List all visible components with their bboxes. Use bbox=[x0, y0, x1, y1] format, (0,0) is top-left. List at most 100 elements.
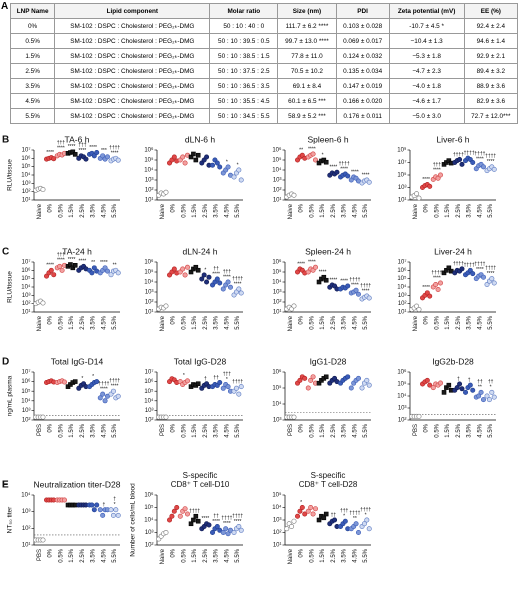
data-point bbox=[427, 293, 433, 299]
x-tick-label: 2.5% bbox=[456, 315, 462, 329]
significance: **** bbox=[308, 260, 316, 266]
y-axis-label: ng/mL plasma bbox=[7, 375, 14, 416]
data-point bbox=[459, 266, 465, 272]
data-point bbox=[204, 279, 210, 285]
data-point bbox=[184, 511, 190, 517]
data-point bbox=[40, 537, 46, 543]
significance: **** bbox=[422, 177, 430, 183]
data-point bbox=[115, 157, 121, 163]
significance: ††† bbox=[223, 371, 232, 377]
data-point bbox=[332, 517, 338, 523]
data-point bbox=[416, 195, 422, 201]
data-point bbox=[454, 385, 460, 391]
x-tick-label: 3.5% bbox=[214, 423, 220, 437]
data-point bbox=[61, 497, 67, 503]
significance: **** bbox=[111, 151, 119, 157]
data-point bbox=[353, 287, 359, 293]
y-tick-label: 10⁴ bbox=[272, 279, 282, 286]
y-tick-label: 10⁵ bbox=[272, 385, 282, 392]
y-tick-label: 10¹ bbox=[22, 543, 31, 549]
data-point bbox=[182, 506, 188, 512]
y-tick-label: 10⁷ bbox=[145, 369, 154, 376]
chart-title: TA-24 h bbox=[62, 246, 92, 256]
y-tick-label: 10⁶ bbox=[21, 155, 31, 162]
data-point bbox=[345, 173, 351, 179]
y-tick-label: 10⁹ bbox=[397, 147, 407, 154]
x-tick-label: 3.5% bbox=[342, 423, 348, 437]
significance: †††† bbox=[232, 513, 243, 519]
significance: †† bbox=[488, 379, 494, 385]
data-point bbox=[424, 290, 430, 296]
chart-title: IgG2b-D28 bbox=[432, 356, 474, 366]
data-point bbox=[310, 511, 316, 517]
data-point bbox=[491, 166, 497, 172]
data-point bbox=[225, 279, 231, 285]
data-point bbox=[361, 521, 367, 527]
data-point bbox=[61, 379, 67, 385]
data-point bbox=[291, 192, 297, 198]
significance: ** bbox=[353, 516, 357, 522]
y-tick-label: 10⁷ bbox=[398, 159, 407, 166]
significance: †† bbox=[213, 266, 219, 272]
significance: †††† bbox=[474, 151, 485, 157]
data-point bbox=[446, 265, 452, 271]
data-point bbox=[238, 384, 244, 390]
data-point bbox=[110, 512, 116, 518]
y-tick-label: 10² bbox=[273, 530, 282, 536]
y-tick-label: 10⁶ bbox=[144, 259, 154, 266]
x-tick-label: 1.5% bbox=[69, 315, 75, 329]
significance: †††† bbox=[109, 145, 120, 151]
data-point bbox=[233, 385, 239, 391]
y-tick-label: 10³ bbox=[22, 181, 31, 187]
x-tick-label: 5.5% bbox=[363, 548, 369, 562]
significance: **** bbox=[234, 281, 242, 287]
significance: **** bbox=[340, 166, 348, 172]
significance: **** bbox=[362, 288, 370, 294]
y-tick-label: 10⁵ bbox=[144, 504, 154, 511]
data-point bbox=[302, 511, 308, 517]
x-tick-label: 5.5% bbox=[488, 315, 494, 329]
significance: ††† bbox=[433, 162, 442, 168]
x-tick-label: Naive bbox=[160, 548, 166, 564]
data-point bbox=[295, 513, 301, 519]
x-tick-label: 1.5% bbox=[320, 548, 326, 562]
y-tick-label: 10⁵ bbox=[272, 269, 282, 276]
data-point bbox=[310, 151, 316, 157]
data-point bbox=[171, 508, 177, 514]
y-axis-label: RLU/tissue bbox=[7, 271, 14, 303]
significance: * bbox=[365, 512, 367, 518]
significance: ††† bbox=[57, 252, 66, 258]
cell: 5.5% bbox=[9, 108, 56, 124]
y-tick-label: 10² bbox=[22, 526, 31, 532]
significance: **** bbox=[46, 150, 54, 156]
x-tick-label: 5.5% bbox=[235, 315, 241, 329]
x-tick-label: 0% bbox=[48, 203, 54, 212]
data-point bbox=[463, 389, 469, 395]
y-tick-label: 10¹ bbox=[398, 198, 407, 204]
data-point bbox=[220, 286, 226, 292]
y-tick-label: 10⁷ bbox=[398, 259, 407, 266]
data-point bbox=[342, 518, 348, 524]
x-tick-label: 5.5% bbox=[112, 315, 118, 329]
data-point bbox=[467, 267, 473, 273]
significance: †† bbox=[477, 379, 483, 385]
y-tick-label: 10³ bbox=[273, 178, 282, 184]
y-tick-label: 10¹ bbox=[145, 198, 154, 204]
data-point bbox=[214, 524, 220, 530]
data-point bbox=[308, 504, 314, 510]
x-tick-label: 0% bbox=[171, 203, 177, 212]
data-point bbox=[297, 377, 303, 383]
data-point bbox=[163, 529, 169, 535]
y-tick-label: 10² bbox=[398, 301, 407, 307]
x-tick-label: 4.5% bbox=[352, 548, 358, 562]
x-tick-label: 0.5% bbox=[181, 423, 187, 437]
x-tick-label: 0% bbox=[424, 315, 430, 324]
y-tick-label: 10⁶ bbox=[21, 378, 31, 385]
x-tick-label: Naive bbox=[288, 315, 294, 331]
data-point bbox=[480, 274, 486, 280]
data-point bbox=[433, 281, 439, 287]
x-tick-label: PBS bbox=[288, 424, 294, 436]
y-tick-label: 10⁶ bbox=[272, 369, 282, 376]
data-point bbox=[312, 264, 318, 270]
chart-title: S-specific bbox=[183, 471, 218, 480]
